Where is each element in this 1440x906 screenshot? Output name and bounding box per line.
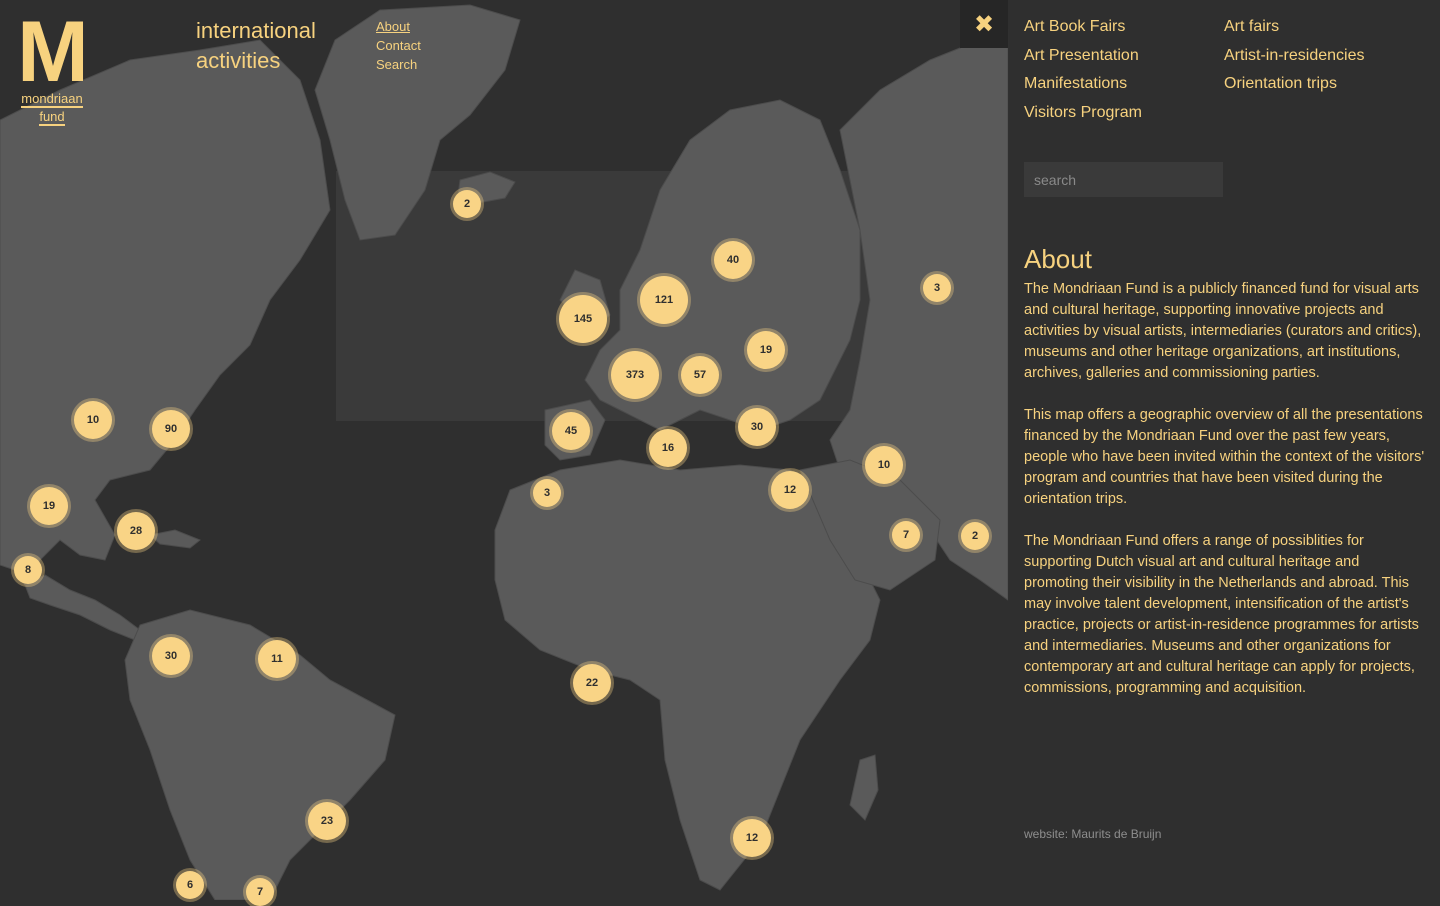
map-cluster-marker[interactable]: 8 [14, 556, 42, 584]
category-visitors-program[interactable]: Visitors Program [1024, 104, 1142, 121]
map-cluster-marker[interactable]: 45 [552, 412, 590, 450]
website-credit[interactable]: website: Maurits de Bruijn [1024, 827, 1162, 841]
logo-line-1: mondriaan [21, 91, 83, 108]
category-art-fairs[interactable]: Art fairs [1224, 18, 1280, 35]
map-cluster-marker[interactable]: 7 [892, 521, 920, 549]
category-artist-in-residencies[interactable]: Artist-in-residencies [1224, 47, 1365, 64]
about-text: The Mondriaan Fund is a publicly finance… [1024, 279, 1426, 720]
top-navigation: About Contact Search [376, 17, 421, 74]
map-cluster-marker[interactable]: 22 [573, 664, 611, 702]
map-cluster-marker[interactable]: 12 [733, 819, 771, 857]
map-cluster-marker[interactable]: 28 [117, 512, 155, 550]
about-paragraph: This map offers a geographic overview of… [1024, 407, 1425, 507]
map-cluster-marker[interactable]: 121 [640, 276, 688, 324]
map-cluster-marker[interactable]: 2 [453, 190, 481, 218]
map-cluster-marker[interactable]: 10 [74, 401, 112, 439]
map-cluster-marker[interactable]: 10 [865, 446, 903, 484]
category-manifestations[interactable]: Manifestations [1024, 75, 1128, 92]
map-cluster-marker[interactable]: 90 [152, 410, 190, 448]
map-cluster-marker[interactable]: 19 [747, 331, 785, 369]
map-cluster-marker[interactable]: 57 [681, 356, 719, 394]
search-input[interactable] [1024, 162, 1223, 197]
map-cluster-marker[interactable]: 30 [738, 408, 776, 446]
logo-line-2: fund [39, 109, 65, 126]
map-cluster-marker[interactable]: 23 [308, 802, 346, 840]
map-cluster-marker[interactable]: 40 [714, 241, 752, 279]
info-panel: Art Book Fairs Art fairs Art Presentatio… [1008, 0, 1440, 900]
map-cluster-marker[interactable]: 16 [649, 429, 687, 467]
logo-letter: M [17, 4, 89, 100]
map-cluster-marker[interactable]: 12 [771, 471, 809, 509]
map-cluster-marker[interactable]: 2 [961, 522, 989, 550]
about-paragraph: The Mondriaan Fund offers a range of pos… [1024, 533, 1419, 696]
map-cluster-marker[interactable]: 145 [559, 295, 607, 343]
map-cluster-marker[interactable]: 7 [246, 878, 274, 906]
about-paragraph: The Mondriaan Fund is a publicly finance… [1024, 281, 1422, 381]
site-title: international activities [196, 16, 316, 76]
nav-about-link[interactable]: About [376, 19, 410, 34]
nav-search-link[interactable]: Search [376, 57, 418, 72]
category-art-book-fairs[interactable]: Art Book Fairs [1024, 18, 1126, 35]
map-cluster-marker[interactable]: 373 [611, 351, 659, 399]
category-orientation-trips[interactable]: Orientation trips [1224, 75, 1337, 92]
category-art-presentation[interactable]: Art Presentation [1024, 47, 1139, 64]
nav-contact-link[interactable]: Contact [376, 38, 421, 53]
map-cluster-marker[interactable]: 3 [923, 274, 951, 302]
map-cluster-marker[interactable]: 19 [30, 487, 68, 525]
map-cluster-marker[interactable]: 3 [533, 479, 561, 507]
close-icon: ✖ [973, 10, 995, 38]
map-cluster-marker[interactable]: 30 [152, 637, 190, 675]
mondriaan-fund-logo[interactable]: M mondriaan fund [16, 4, 89, 126]
site-title-line-2: activities [196, 48, 281, 73]
close-panel-button[interactable]: ✖ [960, 0, 1008, 48]
about-heading: About [1024, 244, 1092, 274]
site-title-line-1: international [196, 18, 316, 43]
map-cluster-marker[interactable]: 11 [258, 640, 296, 678]
map-cluster-marker[interactable]: 6 [176, 871, 204, 899]
